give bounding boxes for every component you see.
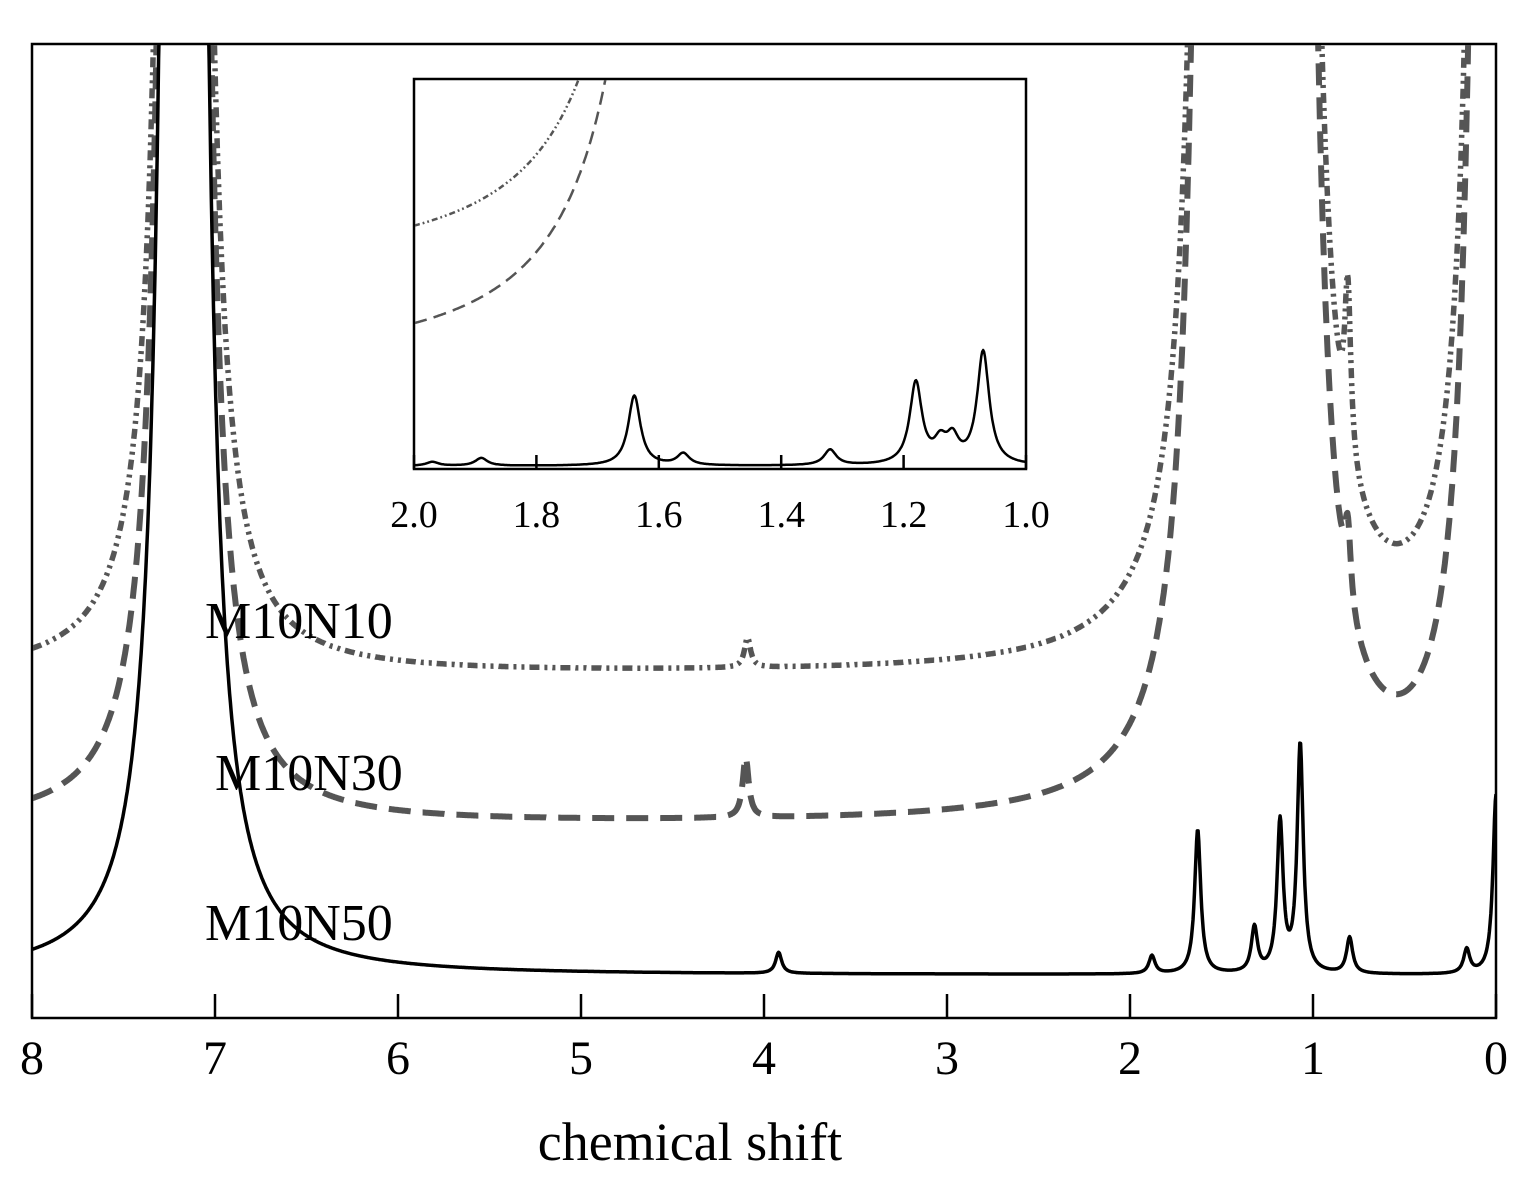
series-line-m10n10 [33,45,1467,671]
series-line-m10n50 [33,45,1495,976]
x-tick-label: 1.4 [757,494,805,536]
x-tick-label: 3 [935,1032,959,1085]
x-tick-label: 1.6 [635,494,683,536]
x-tick-label: 8 [20,1032,44,1085]
x-tick-label: 4 [752,1032,776,1085]
x-tick-label: 2.0 [390,494,438,536]
series-line-m10n30 [33,45,1472,822]
x-axis-title: chemical shift [538,1112,842,1172]
x-tick-label: 6 [386,1032,410,1085]
x-tick-label: 1.2 [880,494,928,536]
main-plot: 8 7 6 5 4 3 2 1 0 [20,42,1508,1085]
series-label-m10n10: M10N10 [205,593,393,650]
x-tick-label: 1 [1301,1032,1325,1085]
x-tick-label: 5 [569,1032,593,1085]
series-line-m10n10 [415,80,580,227]
series-line-m10n50 [415,348,1025,467]
x-tick-label: 0 [1484,1032,1508,1085]
series-line-m10n30 [415,80,607,325]
x-tick-label: 7 [203,1032,227,1085]
x-tick-label: 2 [1118,1032,1142,1085]
inset-plot: 2.0 1.8 1.6 1.4 1.2 1.0 [390,77,1050,536]
series-label-m10n30: M10N30 [215,745,403,802]
series-label-m10n50: M10N50 [205,895,393,952]
plot-frame [412,77,1028,471]
x-tick-label: 1.0 [1002,494,1050,536]
x-tick-label: 1.8 [513,494,561,536]
